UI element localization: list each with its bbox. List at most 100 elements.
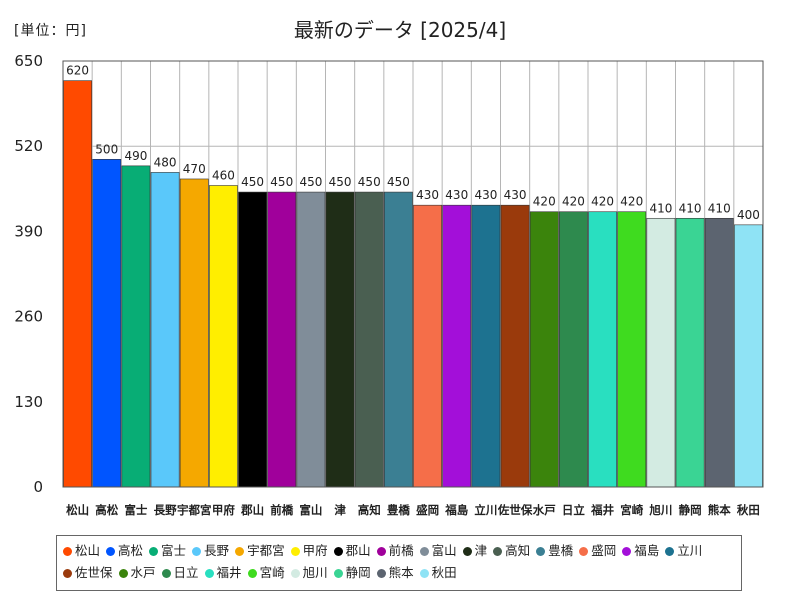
bar-高松 bbox=[92, 159, 122, 488]
bar-宇都宮 bbox=[179, 178, 209, 488]
bar-立川 bbox=[471, 204, 501, 488]
legend-label: 静岡 bbox=[345, 565, 371, 580]
bar-宮崎 bbox=[617, 211, 647, 488]
x-tick-label: 豊橋 bbox=[387, 503, 410, 517]
x-tick-label: 立川 bbox=[474, 503, 497, 517]
y-tick-label: 0 bbox=[33, 478, 43, 496]
legend-label: 日立 bbox=[173, 565, 199, 580]
bar-長野 bbox=[150, 172, 180, 488]
bar-富士 bbox=[121, 165, 151, 488]
x-tick-label: 秋田 bbox=[737, 503, 760, 517]
legend-swatch bbox=[462, 547, 472, 556]
legend-item: 津 bbox=[462, 540, 488, 562]
legend-item: 富山 bbox=[419, 540, 457, 562]
legend-swatch bbox=[376, 569, 386, 578]
data-label: 430 bbox=[474, 188, 497, 202]
legend-label: 前橋 bbox=[388, 543, 414, 558]
legend-item: 水戸 bbox=[118, 562, 156, 584]
bar-高知 bbox=[354, 191, 384, 488]
x-tick-label: 富山 bbox=[299, 503, 322, 517]
bar-福島 bbox=[442, 204, 472, 488]
bar-日立 bbox=[559, 211, 588, 488]
x-tick-label: 郡山 bbox=[240, 503, 264, 517]
data-label: 450 bbox=[299, 175, 322, 189]
legend-label: 佐世保 bbox=[75, 565, 113, 580]
x-tick-label: 水戸 bbox=[533, 503, 556, 517]
bar-福井 bbox=[588, 211, 617, 488]
legend-swatch bbox=[118, 569, 128, 578]
x-tick-label: 高知 bbox=[358, 503, 381, 517]
data-label: 430 bbox=[416, 188, 439, 202]
x-tick-label: 盛岡 bbox=[416, 503, 439, 517]
legend-item: 立川 bbox=[665, 540, 702, 562]
legend-item: 高知 bbox=[493, 540, 530, 562]
legend-label: 津 bbox=[474, 543, 488, 558]
x-tick-label: 福井 bbox=[590, 503, 614, 517]
bar-松山 bbox=[63, 80, 92, 488]
legend-label: 旭川 bbox=[302, 565, 328, 580]
legend-label: 高知 bbox=[505, 543, 531, 558]
bar-熊本 bbox=[704, 217, 734, 488]
legend-item: 佐世保 bbox=[63, 562, 113, 584]
legend-item: 豊橋 bbox=[536, 540, 573, 562]
legend-label: 宇都宮 bbox=[247, 543, 285, 558]
legend-swatch bbox=[290, 547, 300, 556]
data-label: 500 bbox=[95, 142, 118, 156]
data-label: 430 bbox=[504, 188, 527, 202]
legend-label: 郡山 bbox=[345, 543, 371, 558]
legend-label: 長野 bbox=[204, 543, 230, 558]
legend-item: 日立 bbox=[161, 562, 199, 584]
data-label: 420 bbox=[562, 195, 585, 209]
legend-swatch bbox=[204, 569, 214, 578]
bar-富山 bbox=[296, 191, 326, 488]
legend-item: 長野 bbox=[192, 540, 229, 562]
data-label: 460 bbox=[212, 169, 235, 183]
data-label: 450 bbox=[241, 175, 264, 189]
legend-swatch bbox=[290, 569, 300, 578]
legend-label: 水戸 bbox=[130, 565, 156, 580]
legend-item: 松山 bbox=[63, 540, 100, 562]
x-tick-label: 福島 bbox=[444, 503, 468, 517]
legend-item: 甲府 bbox=[290, 540, 328, 562]
y-tick-label: 260 bbox=[14, 308, 43, 326]
legend-label: 立川 bbox=[677, 543, 703, 558]
chart-title: 最新のデータ [2025/4] bbox=[293, 18, 507, 42]
x-tick-label: 甲府 bbox=[212, 503, 235, 517]
legend-swatch bbox=[493, 547, 503, 556]
x-tick-label: 日立 bbox=[562, 503, 585, 517]
data-label: 410 bbox=[679, 201, 702, 215]
data-label: 450 bbox=[358, 175, 381, 189]
legend-label: 富士 bbox=[161, 543, 187, 558]
legend-item: 福島 bbox=[622, 540, 659, 562]
legend-item: 前橋 bbox=[376, 540, 414, 562]
data-label: 420 bbox=[620, 195, 643, 209]
x-tick-label: 宮崎 bbox=[620, 503, 643, 517]
bar-佐世保 bbox=[500, 204, 530, 488]
data-label: 420 bbox=[533, 195, 556, 209]
bar-津 bbox=[325, 191, 355, 488]
x-tick-label: 宇都宮 bbox=[177, 503, 212, 517]
legend-item: 秋田 bbox=[419, 562, 457, 584]
legend: 松山 高松 富士 長野 宇都宮 甲府 郡山 前橋 富山 津 高知 豊橋 盛岡 福島 立川佐世保 水戸 日立 福井 宮… bbox=[56, 535, 742, 591]
data-label: 450 bbox=[329, 175, 352, 189]
legend-item: 郡山 bbox=[333, 540, 371, 562]
y-tick-label: 130 bbox=[14, 393, 43, 411]
legend-swatch bbox=[63, 569, 72, 578]
data-label: 450 bbox=[387, 175, 410, 189]
data-label: 420 bbox=[591, 195, 614, 209]
x-tick-label: 高松 bbox=[95, 503, 118, 517]
legend-swatch bbox=[333, 569, 343, 578]
legend-swatch bbox=[419, 547, 429, 556]
y-tick-label: 520 bbox=[14, 137, 43, 155]
data-label: 450 bbox=[270, 175, 293, 189]
legend-swatch bbox=[192, 547, 202, 556]
legend-label: 甲府 bbox=[302, 543, 328, 558]
x-tick-label: 佐世保 bbox=[497, 503, 533, 517]
legend-swatch bbox=[247, 569, 257, 578]
unit-label: [単位：円] bbox=[14, 23, 87, 39]
legend-swatch bbox=[622, 547, 632, 556]
legend-label: 盛岡 bbox=[591, 543, 617, 558]
legend-swatch bbox=[376, 547, 386, 556]
legend-swatch bbox=[149, 547, 159, 556]
legend-swatch bbox=[106, 547, 116, 556]
